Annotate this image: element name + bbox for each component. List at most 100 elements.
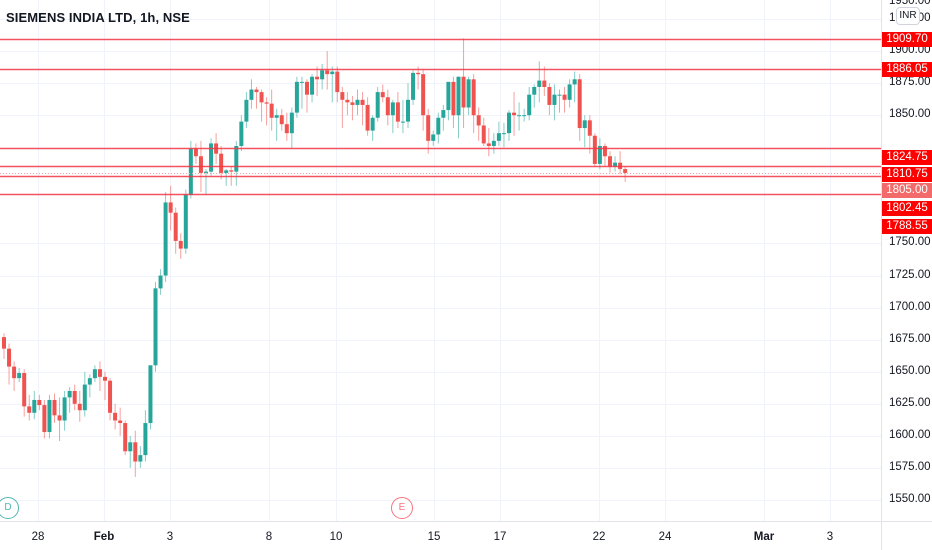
candle xyxy=(456,76,461,139)
horizontal-level-lines[interactable] xyxy=(0,38,881,196)
candle xyxy=(249,79,254,109)
candle xyxy=(279,108,284,131)
dividend-event-marker[interactable]: D xyxy=(0,497,19,519)
level-price-tag: 1788.55 xyxy=(882,219,932,234)
candle xyxy=(350,95,355,121)
candle xyxy=(269,89,274,131)
candle xyxy=(72,384,77,411)
candle xyxy=(7,343,12,385)
candle xyxy=(582,115,587,148)
grid-lines xyxy=(0,0,881,521)
level-price-tag: 1824.75 xyxy=(882,150,932,165)
candle xyxy=(562,86,567,113)
candle xyxy=(613,156,618,172)
candle xyxy=(219,145,224,180)
candle xyxy=(153,281,158,372)
time-axis-tick: Feb xyxy=(93,531,115,543)
candle xyxy=(234,140,239,186)
candle xyxy=(486,128,491,157)
price-axis-tick: 1950.00 xyxy=(889,0,931,7)
candle xyxy=(320,63,325,90)
candle xyxy=(103,371,107,400)
candle xyxy=(264,97,269,126)
candle xyxy=(47,394,52,439)
time-axis-tick: 17 xyxy=(493,531,507,543)
earnings-event-marker[interactable]: E xyxy=(391,497,413,519)
price-axis-tick: 1675.00 xyxy=(889,332,931,345)
candle xyxy=(310,74,315,103)
candle xyxy=(87,374,92,398)
candle xyxy=(254,86,259,109)
last-price-tag: 1805.00 xyxy=(882,183,932,198)
candle xyxy=(178,233,183,259)
candle xyxy=(27,394,32,421)
candle xyxy=(173,207,178,254)
time-axis-tick: 22 xyxy=(592,531,606,543)
candle xyxy=(67,387,72,413)
candle xyxy=(52,393,57,424)
price-axis-tick: 1575.00 xyxy=(889,460,931,473)
level-price-tag: 1909.70 xyxy=(882,31,932,47)
candle xyxy=(360,92,365,126)
candle xyxy=(411,70,416,105)
time-axis-tick: 28 xyxy=(31,531,45,543)
price-axis-tick: 1550.00 xyxy=(889,493,931,505)
candle xyxy=(325,51,330,90)
time-axis-tick: 3 xyxy=(826,531,834,543)
candle xyxy=(42,399,47,439)
candle xyxy=(123,420,128,456)
candle xyxy=(496,121,501,146)
candle xyxy=(82,371,87,417)
candle xyxy=(77,390,82,422)
candle xyxy=(542,66,547,96)
price-axis-tick: 1850.00 xyxy=(889,108,931,121)
candle xyxy=(491,133,496,154)
candle xyxy=(370,115,375,141)
candle xyxy=(118,407,123,436)
candle xyxy=(517,102,522,131)
price-axis-tick: 1750.00 xyxy=(889,236,931,249)
candle xyxy=(532,84,537,108)
candle xyxy=(143,410,148,462)
candle xyxy=(133,430,138,477)
time-axis-tick: 15 xyxy=(427,531,441,543)
candle xyxy=(224,169,229,186)
candle xyxy=(567,79,572,108)
candle xyxy=(305,79,309,113)
currency-badge[interactable]: INR xyxy=(896,7,920,25)
candle xyxy=(537,61,542,103)
price-axis-tick: 1700.00 xyxy=(889,300,931,313)
candle xyxy=(204,169,208,195)
candle xyxy=(138,446,143,468)
candle xyxy=(168,185,173,231)
candle xyxy=(108,378,113,421)
chart-title: SIEMENS INDIA LTD, 1h, NSE xyxy=(6,10,190,25)
candle xyxy=(592,133,597,167)
candle xyxy=(22,369,27,417)
candlestick-series xyxy=(2,38,628,477)
time-axis-tick: 3 xyxy=(166,531,174,543)
candle xyxy=(128,435,133,468)
candle xyxy=(608,151,612,173)
candle xyxy=(355,89,360,116)
candle xyxy=(597,138,602,170)
candle xyxy=(426,108,431,154)
candle xyxy=(244,92,249,129)
time-axis-tick: 24 xyxy=(658,531,672,543)
candle xyxy=(365,97,370,136)
candle xyxy=(557,89,562,113)
price-axis-tick: 1900.00 xyxy=(889,44,931,57)
candle xyxy=(400,99,405,134)
candle xyxy=(92,365,97,383)
candle xyxy=(183,189,188,254)
candle xyxy=(12,361,17,391)
candle xyxy=(461,38,466,129)
candle xyxy=(446,81,451,121)
candle xyxy=(395,92,400,129)
level-price-tag: 1810.75 xyxy=(882,167,932,182)
candle xyxy=(375,86,380,122)
candle xyxy=(471,74,476,134)
candle xyxy=(618,151,623,175)
